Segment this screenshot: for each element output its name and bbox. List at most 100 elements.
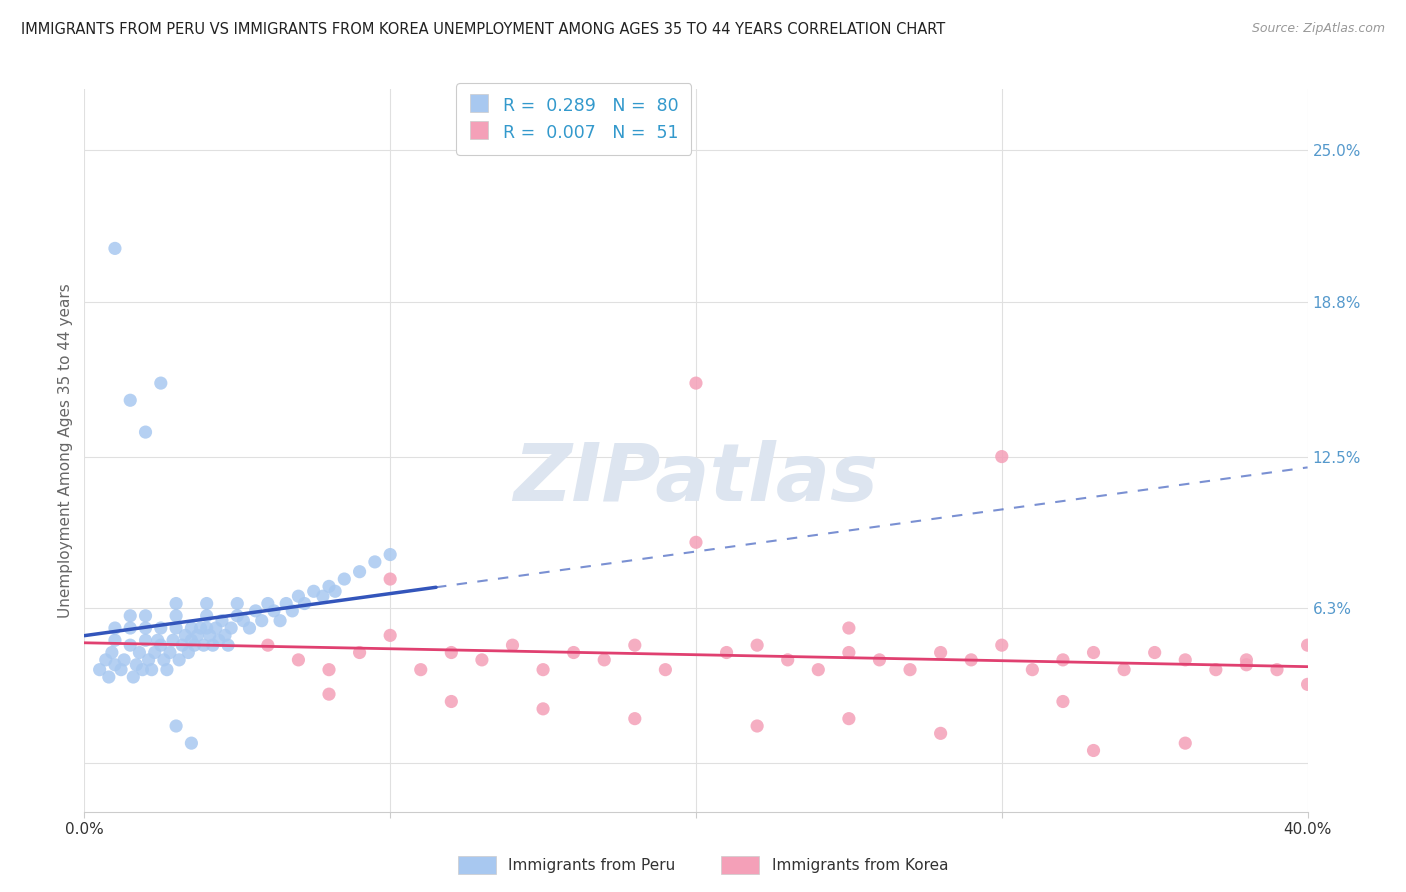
Point <box>135 608 157 623</box>
Point <box>685 535 707 549</box>
Point <box>104 633 127 648</box>
Point <box>991 450 1014 464</box>
Legend: R =  0.289   N =  80, R =  0.007   N =  51: R = 0.289 N = 80, R = 0.007 N = 51 <box>457 84 690 155</box>
Point <box>1296 638 1319 652</box>
Point <box>440 646 463 660</box>
Point <box>1205 663 1227 677</box>
Point <box>245 604 267 618</box>
Point <box>654 663 676 677</box>
Point <box>312 589 335 603</box>
Point <box>838 646 860 660</box>
Point <box>120 393 142 408</box>
Point <box>219 621 242 635</box>
Point <box>94 653 117 667</box>
Point <box>211 614 233 628</box>
Point <box>531 702 554 716</box>
Point <box>143 646 166 660</box>
Point <box>110 663 132 677</box>
Point <box>302 584 325 599</box>
Point <box>153 653 176 667</box>
Point <box>838 621 860 635</box>
Point <box>250 614 273 628</box>
Point <box>1083 646 1105 660</box>
Point <box>128 646 150 660</box>
Point <box>471 653 494 667</box>
Point <box>1296 677 1319 691</box>
Point <box>593 653 616 667</box>
Point <box>135 621 157 635</box>
Point <box>287 589 309 603</box>
Point <box>269 614 291 628</box>
Point <box>380 572 402 586</box>
Point <box>960 653 983 667</box>
Point <box>165 621 187 635</box>
Point <box>165 597 187 611</box>
Point <box>257 597 280 611</box>
Point <box>1114 663 1136 677</box>
Point <box>263 604 285 618</box>
Point <box>232 614 254 628</box>
Point <box>716 646 738 660</box>
Point <box>281 604 304 618</box>
Point <box>1052 694 1074 708</box>
Point <box>226 597 249 611</box>
Point <box>198 628 221 642</box>
Point <box>807 663 830 677</box>
Point <box>380 548 402 562</box>
Text: ZIPatlas: ZIPatlas <box>513 441 879 518</box>
Point <box>101 646 124 660</box>
Point <box>159 646 181 660</box>
Point <box>440 694 463 708</box>
Point <box>177 646 200 660</box>
Y-axis label: Unemployment Among Ages 35 to 44 years: Unemployment Among Ages 35 to 44 years <box>58 283 73 618</box>
Point <box>1265 663 1288 677</box>
Point <box>276 597 298 611</box>
Point <box>991 638 1014 652</box>
Point <box>180 621 202 635</box>
Point <box>120 638 142 652</box>
Point <box>122 670 145 684</box>
Point <box>776 653 799 667</box>
Point <box>162 633 184 648</box>
Point <box>135 633 157 648</box>
Point <box>869 653 891 667</box>
Point <box>183 638 205 652</box>
Point <box>125 657 148 672</box>
Point <box>214 628 236 642</box>
Point <box>193 638 215 652</box>
Point <box>562 646 585 660</box>
Point <box>174 628 197 642</box>
Point <box>172 638 194 652</box>
Point <box>1083 743 1105 757</box>
Point <box>318 579 340 593</box>
Point <box>409 663 432 677</box>
Point <box>287 653 309 667</box>
Point <box>149 621 172 635</box>
Point <box>238 621 260 635</box>
Point <box>165 608 187 623</box>
Point <box>165 719 187 733</box>
Point <box>747 638 769 652</box>
Point <box>195 608 218 623</box>
Point <box>195 597 218 611</box>
Point <box>1174 736 1197 750</box>
Point <box>929 726 952 740</box>
Point <box>149 376 172 390</box>
Point <box>349 565 371 579</box>
Point <box>257 638 280 652</box>
Point <box>531 663 554 677</box>
Point <box>131 663 153 677</box>
Point <box>180 633 202 648</box>
Point <box>364 555 387 569</box>
Point <box>323 584 346 599</box>
Point <box>1021 663 1043 677</box>
Point <box>146 633 169 648</box>
Point <box>138 653 160 667</box>
Point <box>195 621 218 635</box>
Point <box>838 712 860 726</box>
Point <box>120 621 142 635</box>
Point <box>104 241 127 255</box>
Point <box>97 670 120 684</box>
Point <box>1236 657 1258 672</box>
Point <box>1052 653 1074 667</box>
